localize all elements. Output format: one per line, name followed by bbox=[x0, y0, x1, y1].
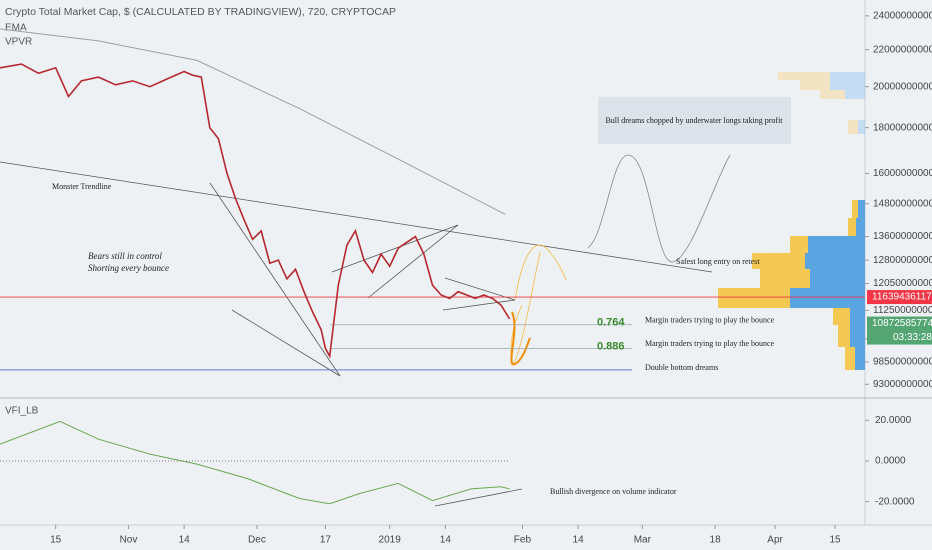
wedge-line bbox=[367, 224, 459, 299]
y-tick-label: 240000000000 bbox=[873, 11, 932, 22]
x-tick-label: 14 bbox=[573, 535, 585, 546]
countdown: 03:33:28 bbox=[893, 332, 932, 343]
series-line bbox=[0, 63, 511, 359]
wedge-line bbox=[331, 224, 459, 273]
annotation: Bullish divergence on volume indicator bbox=[550, 487, 677, 496]
x-tick-label: Nov bbox=[120, 535, 138, 546]
y-tick-label: 200000000000 bbox=[873, 81, 932, 92]
x-tick-label: 14 bbox=[440, 535, 452, 546]
y-tick-label: 0.0000 bbox=[875, 456, 906, 467]
price-label-box bbox=[867, 290, 932, 305]
triangle-line bbox=[444, 277, 516, 301]
x-tick-label: 2019 bbox=[379, 535, 402, 546]
indicator-label: EMA bbox=[5, 23, 27, 34]
projection-curve bbox=[587, 154, 731, 263]
y-tick-label: 128000000000 bbox=[873, 255, 932, 266]
y-tick-label: 20.0000 bbox=[875, 415, 912, 426]
annotation: Bull dreams chopped by underwater longs … bbox=[605, 116, 783, 125]
y-tick-label: 136000000000 bbox=[873, 231, 932, 242]
drawings bbox=[0, 154, 731, 507]
fib-note: Margin traders trying to play the bounce bbox=[645, 339, 775, 348]
price-label: 116394361178 bbox=[872, 292, 932, 303]
chart-title: Crypto Total Market Cap, $ (CALCULATED B… bbox=[5, 6, 396, 18]
x-tick-label: Dec bbox=[248, 535, 266, 546]
x-tick-label: 15 bbox=[50, 535, 62, 546]
triangle-line bbox=[442, 299, 516, 311]
y-tick-label: 112500000000 bbox=[873, 305, 932, 316]
y-tick-label: -20.0000 bbox=[875, 496, 915, 507]
y-tick-label: 220000000000 bbox=[873, 44, 932, 55]
x-tick-label: 18 bbox=[710, 535, 722, 546]
indicator-label: VPVR bbox=[5, 37, 32, 48]
x-tick-label: 15 bbox=[829, 535, 841, 546]
x-tick-label: Mar bbox=[634, 535, 652, 546]
x-tick-label: Apr bbox=[767, 535, 783, 546]
annotation-box bbox=[598, 97, 791, 144]
annotation: Shorting every bounce bbox=[88, 263, 169, 273]
wedge-line bbox=[231, 309, 341, 377]
y-tick-label: 98500000000 bbox=[873, 357, 932, 368]
projection-curve bbox=[510, 311, 531, 366]
fib-note: Margin traders trying to play the bounce bbox=[645, 316, 775, 325]
volume-profile bbox=[718, 72, 865, 370]
panel-title: VFI_LB bbox=[5, 406, 39, 417]
projection-curve bbox=[514, 244, 567, 301]
price-label-box bbox=[867, 316, 932, 331]
wedge-line bbox=[209, 182, 341, 377]
series-line bbox=[0, 420, 510, 505]
divergence-line bbox=[434, 488, 523, 507]
y-tick-label: 180000000000 bbox=[873, 122, 932, 133]
countdown-box bbox=[867, 330, 932, 345]
y-tick-label: 93000000000 bbox=[873, 379, 932, 390]
annotation: Bears still in control bbox=[88, 251, 162, 261]
annotation: Double bottom dreams bbox=[645, 363, 718, 372]
x-tick-label: Feb bbox=[514, 535, 532, 546]
y-tick-label: 120500000000 bbox=[873, 278, 932, 289]
x-tick-label: 14 bbox=[179, 535, 191, 546]
monster-trendline bbox=[0, 161, 713, 273]
price-label: 108725857749 bbox=[872, 318, 932, 329]
annotation: Safest long entry on retest bbox=[676, 257, 760, 266]
x-tick-label: 17 bbox=[320, 535, 332, 546]
fib-label: 0.764 bbox=[597, 317, 625, 329]
y-tick-label: 160000000000 bbox=[873, 168, 932, 179]
fib-label: 0.886 bbox=[597, 340, 625, 352]
annotation: Monster Trendline bbox=[52, 182, 112, 191]
series-line bbox=[0, 28, 506, 215]
y-tick-label: 148000000000 bbox=[873, 198, 932, 209]
